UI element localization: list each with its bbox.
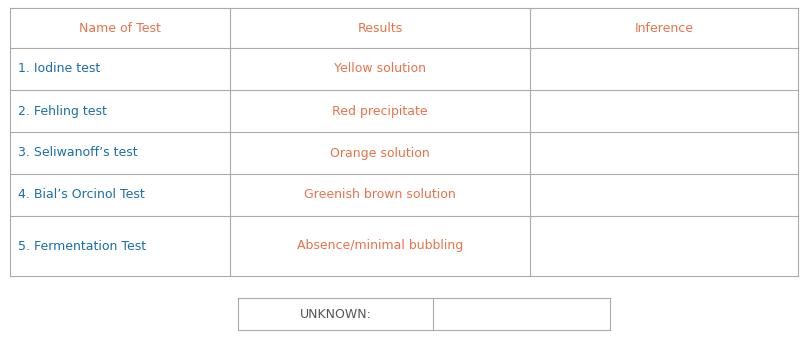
Text: Inference: Inference [634,21,693,35]
Text: Yellow solution: Yellow solution [334,63,426,75]
Text: 5. Fermentation Test: 5. Fermentation Test [18,240,146,252]
Text: Results: Results [357,21,402,35]
Text: 4. Bial’s Orcinol Test: 4. Bial’s Orcinol Test [18,188,145,201]
Text: Red precipitate: Red precipitate [332,105,427,117]
Text: 2. Fehling test: 2. Fehling test [18,105,107,117]
Text: UNKNOWN:: UNKNOWN: [300,308,372,320]
Text: 3. Seliwanoff’s test: 3. Seliwanoff’s test [18,147,137,159]
Text: Name of Test: Name of Test [79,21,161,35]
Text: Absence/minimal bubbling: Absence/minimal bubbling [297,240,463,252]
Text: Orange solution: Orange solution [330,147,430,159]
Text: Greenish brown solution: Greenish brown solution [304,188,456,201]
Text: 1. Iodine test: 1. Iodine test [18,63,100,75]
